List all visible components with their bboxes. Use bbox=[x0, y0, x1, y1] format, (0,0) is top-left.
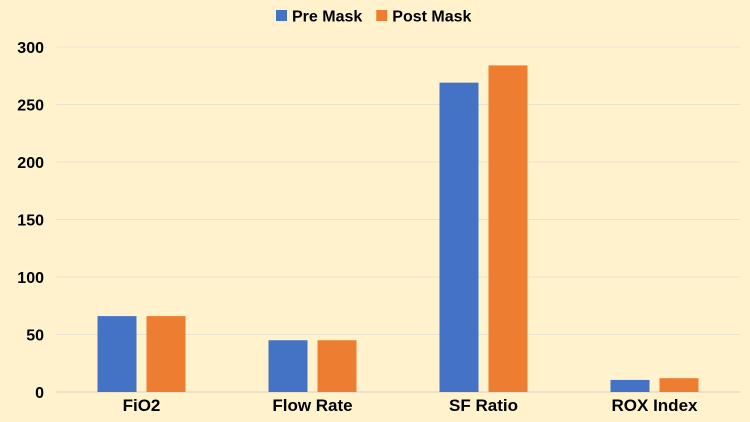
bar-post-mask-fio2 bbox=[146, 316, 186, 392]
legend-swatch-post-mask bbox=[376, 10, 388, 21]
y-axis: 0 50 100 150 200 250 300 bbox=[17, 40, 44, 402]
y-tick-label: 200 bbox=[17, 155, 44, 172]
legend-label-pre-mask: Pre Mask bbox=[292, 9, 362, 26]
x-tick-label: Flow Rate bbox=[272, 396, 352, 415]
bar-pre-mask-flow-rate bbox=[268, 340, 308, 392]
y-tick-label: 150 bbox=[17, 213, 44, 230]
y-tick-label: 50 bbox=[26, 328, 44, 345]
legend-swatch-pre-mask bbox=[276, 10, 287, 21]
x-tick-label: SF Ratio bbox=[449, 396, 518, 415]
y-tick-label: 100 bbox=[17, 270, 44, 287]
x-tick-label: ROX Index bbox=[612, 396, 699, 415]
legend-label-post-mask: Post Mask bbox=[392, 9, 471, 26]
bar-pre-mask-rox-index bbox=[610, 379, 650, 392]
bars bbox=[97, 65, 699, 393]
legend: Pre Mask Post Mask bbox=[276, 9, 472, 26]
y-tick-label: 300 bbox=[17, 40, 44, 57]
x-axis: FiO2 Flow Rate SF Ratio ROX Index bbox=[123, 396, 698, 415]
y-tick-label: 250 bbox=[17, 98, 44, 115]
x-tick-label: FiO2 bbox=[123, 396, 161, 415]
bar-pre-mask-fio2 bbox=[97, 316, 137, 392]
bar-post-mask-sf-ratio bbox=[488, 65, 528, 393]
y-tick-label: 0 bbox=[35, 385, 44, 402]
bar-pre-mask-sf-ratio bbox=[439, 82, 479, 393]
bar-post-mask-flow-rate bbox=[317, 340, 357, 392]
bar-post-mask-rox-index bbox=[659, 378, 699, 392]
